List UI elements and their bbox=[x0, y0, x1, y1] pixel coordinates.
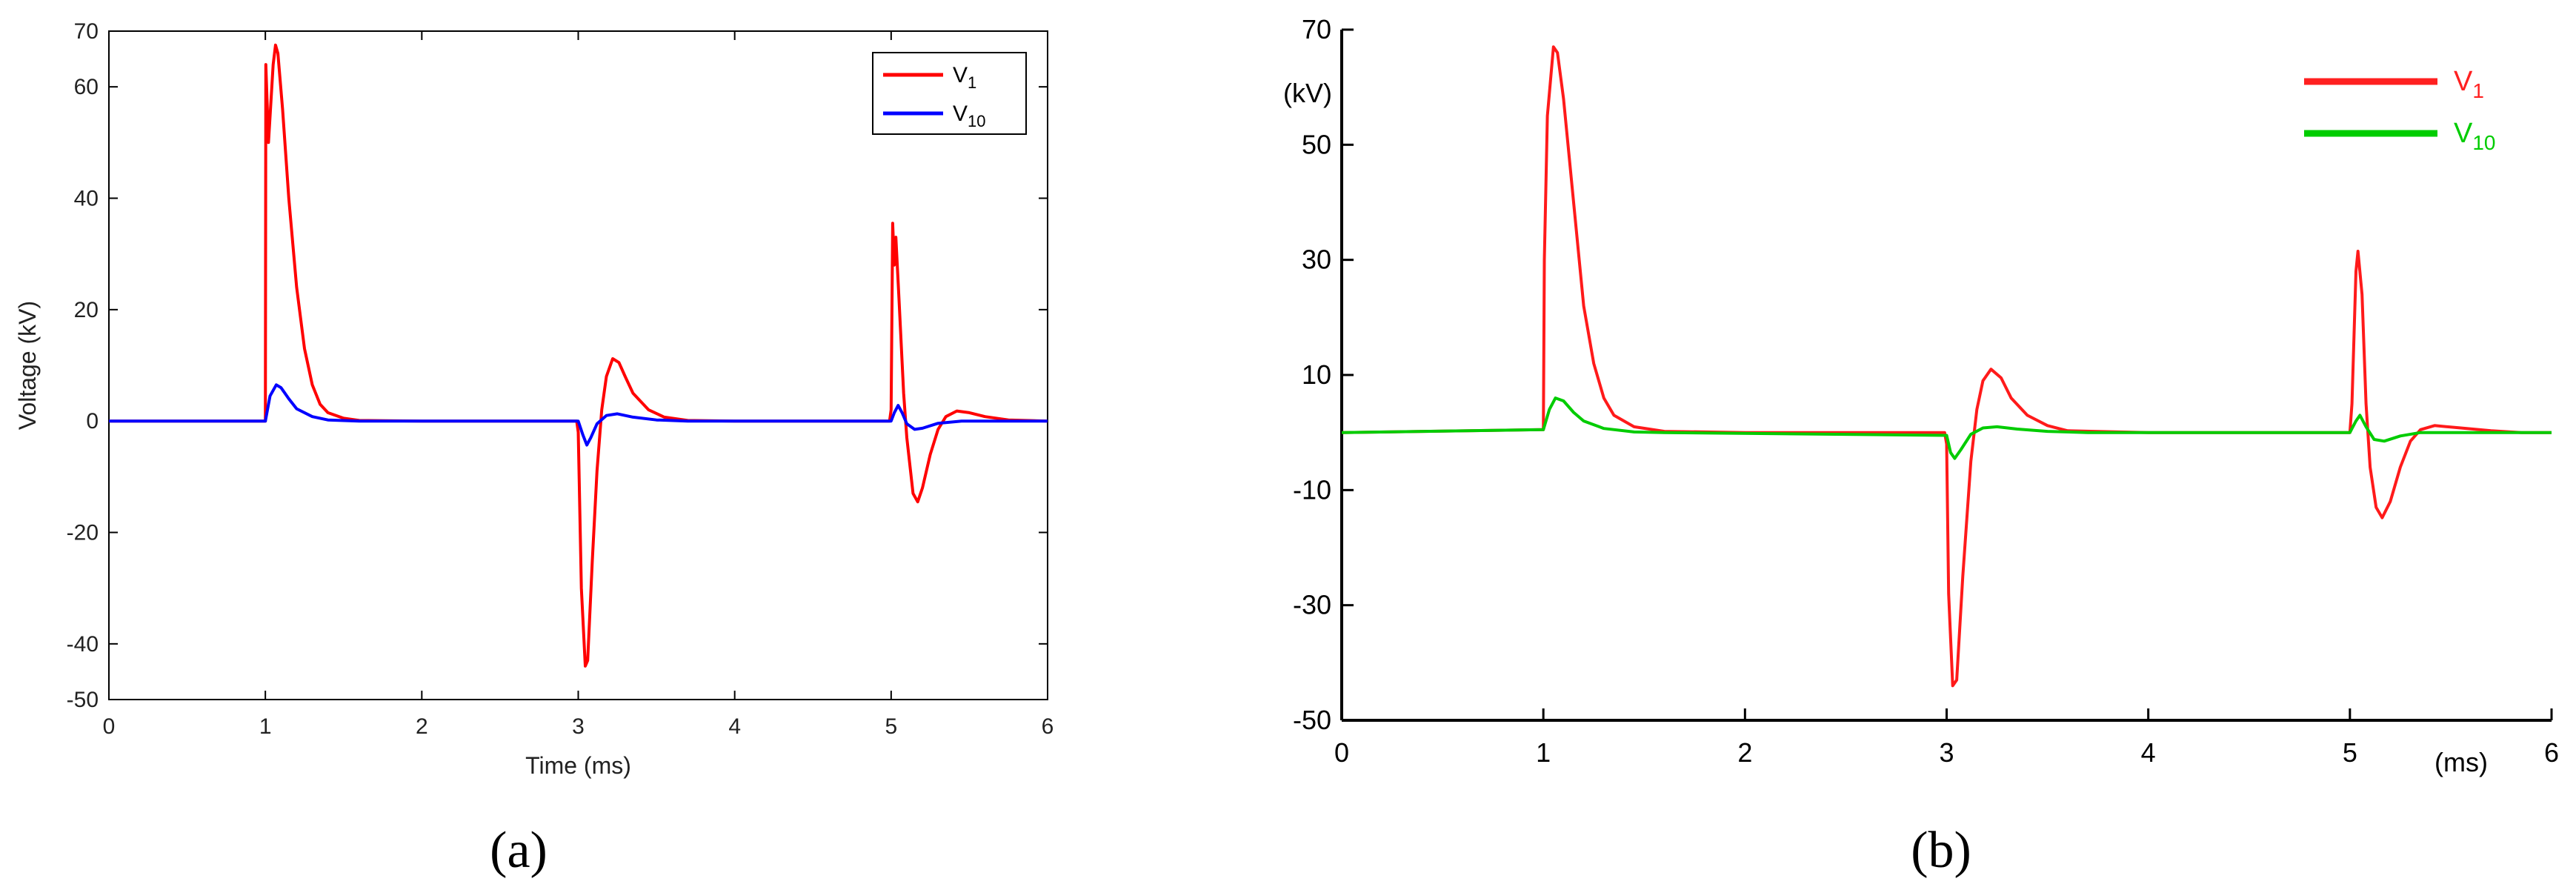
y-axis-label: Voltage (kV) bbox=[14, 301, 41, 430]
x-tick-label: 2 bbox=[1737, 737, 1752, 768]
x-tick-label: 6 bbox=[2544, 737, 2559, 768]
x-tick-label: 4 bbox=[728, 714, 741, 739]
chart-a: 0 1 2 3 4 5 6 70 60 40 20 0 -20 -40 -50 Time (ms) Voltag… bbox=[14, 19, 1054, 879]
x-tick-label: 5 bbox=[2343, 737, 2357, 768]
x-tick-label: 3 bbox=[1939, 737, 1954, 768]
y-tick-label: 60 bbox=[74, 75, 99, 99]
series-line-V10 bbox=[109, 383, 1048, 447]
y-tick-label: 70 bbox=[1302, 14, 1331, 44]
y-tick-label: -10 bbox=[1293, 474, 1331, 505]
legend-box bbox=[872, 52, 1027, 135]
y-tick-label: 30 bbox=[1302, 245, 1331, 275]
y-tick-label: -30 bbox=[1293, 590, 1331, 620]
x-tick-label: 4 bbox=[2141, 737, 2156, 768]
x-tick-label: 1 bbox=[259, 714, 272, 739]
series-line-V1 bbox=[1341, 45, 2552, 688]
legend-label-sub: 10 bbox=[968, 112, 985, 130]
x-tick-label: 0 bbox=[1334, 737, 1349, 768]
y-tick-label: 20 bbox=[74, 298, 99, 322]
x-tick-label: 5 bbox=[885, 714, 897, 739]
y-tick-label: 10 bbox=[1302, 359, 1331, 390]
legend-label: V1 bbox=[2454, 66, 2484, 102]
panel-label-b: (b) bbox=[1911, 822, 1971, 879]
y-tick-label: -20 bbox=[67, 521, 99, 545]
x-axis-label: (ms) bbox=[2434, 747, 2488, 777]
x-axis-label: Time (ms) bbox=[525, 752, 631, 779]
x-tick-label: 2 bbox=[416, 714, 428, 739]
x-tick-label: 1 bbox=[1536, 737, 1551, 768]
y-tick-label: 0 bbox=[86, 409, 99, 434]
x-tick-label: 0 bbox=[103, 714, 116, 739]
y-axis-label: (kV) bbox=[1283, 78, 1332, 108]
y-tick-label: 40 bbox=[74, 187, 99, 211]
legend-label: V10 bbox=[2454, 118, 2496, 154]
chart-b: 0 1 2 3 4 5 6 70 50 30 10 -10 -30 -50 (kV) (ms) V1 V10 (b) bbox=[1283, 14, 2559, 879]
x-tick-label: 6 bbox=[1042, 714, 1054, 739]
series-line-V1 bbox=[109, 43, 1048, 668]
y-tick-label: 50 bbox=[1302, 129, 1331, 159]
legend-label-sub: 10 bbox=[2472, 131, 2495, 154]
y-tick-label: -50 bbox=[1293, 705, 1331, 735]
series-line-V10 bbox=[1341, 396, 2552, 460]
y-tick-label: 70 bbox=[74, 19, 99, 44]
y-tick-label: -50 bbox=[67, 688, 99, 712]
legend-label-sub: 1 bbox=[2472, 79, 2484, 102]
x-tick-label: 3 bbox=[572, 714, 585, 739]
panel-label-a: (a) bbox=[490, 822, 548, 879]
legend-label-sub: 1 bbox=[968, 73, 976, 92]
y-tick-label: -40 bbox=[67, 632, 99, 657]
